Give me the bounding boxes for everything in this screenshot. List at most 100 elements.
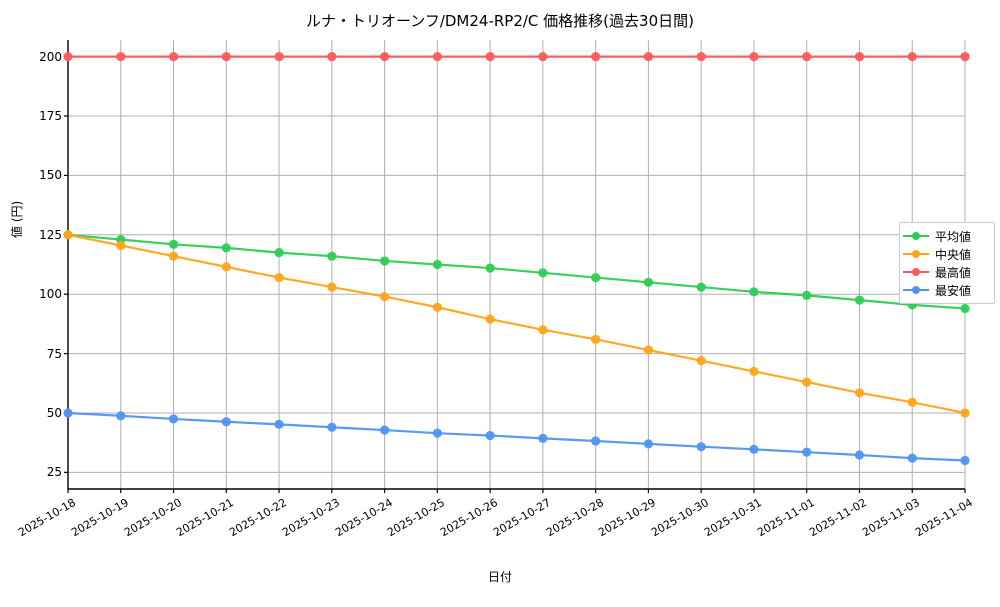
data-point [591,436,601,446]
series-line [66,411,967,462]
data-point [168,239,179,249]
data-point [907,397,917,407]
chart-title: ルナ・トリオーンフ/DM24-RP2/C 価格推移(過去30日間) [306,12,694,30]
data-point [274,52,284,62]
legend-marker-icon [903,229,929,243]
chart-legend: 平均値中央値最高値最安値 [899,222,995,304]
data-point [221,417,231,427]
data-point [591,272,601,283]
data-point [432,52,442,62]
data-point [274,248,284,258]
data-point [221,243,231,253]
data-point [63,408,73,418]
data-point [274,419,284,429]
data-point [802,377,812,387]
data-point [854,295,865,305]
legend-label: 平均値 [935,229,972,244]
legend-marker-icon [903,283,929,297]
data-point [538,52,548,62]
data-point [854,388,865,398]
data-point [960,408,970,418]
legend-marker-icon [903,247,929,261]
series-3 [63,52,970,62]
y-tick-label: 200 [39,49,62,64]
series-line [66,233,967,310]
legend-label: 中央値 [935,247,972,262]
data-point [643,52,654,62]
data-point [63,52,73,62]
data-point [485,52,495,62]
legend-label: 最安値 [935,283,972,298]
data-point [802,290,812,300]
legend-item[interactable]: 最安値 [903,281,990,299]
data-point [168,251,179,261]
data-point [960,52,970,62]
y-tick-label: 100 [39,287,62,302]
y-tick-label: 150 [39,168,62,183]
data-point [168,414,179,424]
data-point [485,430,495,441]
legend-item[interactable]: 中央値 [903,245,990,263]
data-point [643,439,654,449]
legend-item[interactable]: 最高値 [903,263,990,281]
data-point [485,263,495,273]
legend-marker-icon [903,265,929,279]
y-tick-label: 75 [46,346,62,361]
y-tick-label: 125 [39,227,62,242]
data-point [168,52,179,62]
data-point [696,52,706,62]
data-point [379,52,390,62]
data-point [63,230,73,240]
legend-item[interactable]: 平均値 [903,227,990,245]
series-2 [63,230,970,418]
data-point [379,291,390,302]
y-tick-label: 175 [39,109,62,124]
y-tick-label: 50 [46,405,62,420]
data-point [749,366,759,376]
data-point [854,450,865,460]
data-point [379,256,390,266]
data-point [327,251,337,261]
series-line [66,233,967,415]
data-point [643,345,654,355]
data-point [643,277,654,287]
data-point [432,302,442,312]
y-tick-label: 25 [46,465,62,480]
plot-background [68,40,965,489]
data-point [116,240,126,251]
data-point [749,52,759,62]
data-point [432,428,442,438]
data-point [960,303,970,314]
series-4 [63,408,970,466]
data-point [696,442,706,452]
data-point [802,447,812,457]
data-point [221,262,231,272]
y-axis-tick-labels: 25 50 75 100 125 150 175 200 [0,0,62,600]
data-point [696,282,706,292]
data-point [591,334,601,344]
data-point [327,282,337,292]
data-point [485,314,495,324]
data-point [327,52,337,62]
data-point [538,325,548,335]
data-point [432,259,442,270]
tick-marks [64,56,966,493]
data-point [591,52,601,62]
data-point [960,455,970,466]
legend-label: 最高値 [935,265,972,280]
data-point [538,268,548,278]
data-point [538,433,548,443]
data-point [907,52,917,62]
data-point [379,425,390,435]
data-point [116,52,126,62]
data-point [221,52,231,62]
data-point [854,52,865,62]
data-point [749,287,759,297]
data-point [696,356,706,366]
data-point [802,52,812,62]
data-point [327,422,337,432]
data-point [749,444,759,454]
x-axis-label: 日付 [487,570,512,584]
data-point [274,272,284,283]
